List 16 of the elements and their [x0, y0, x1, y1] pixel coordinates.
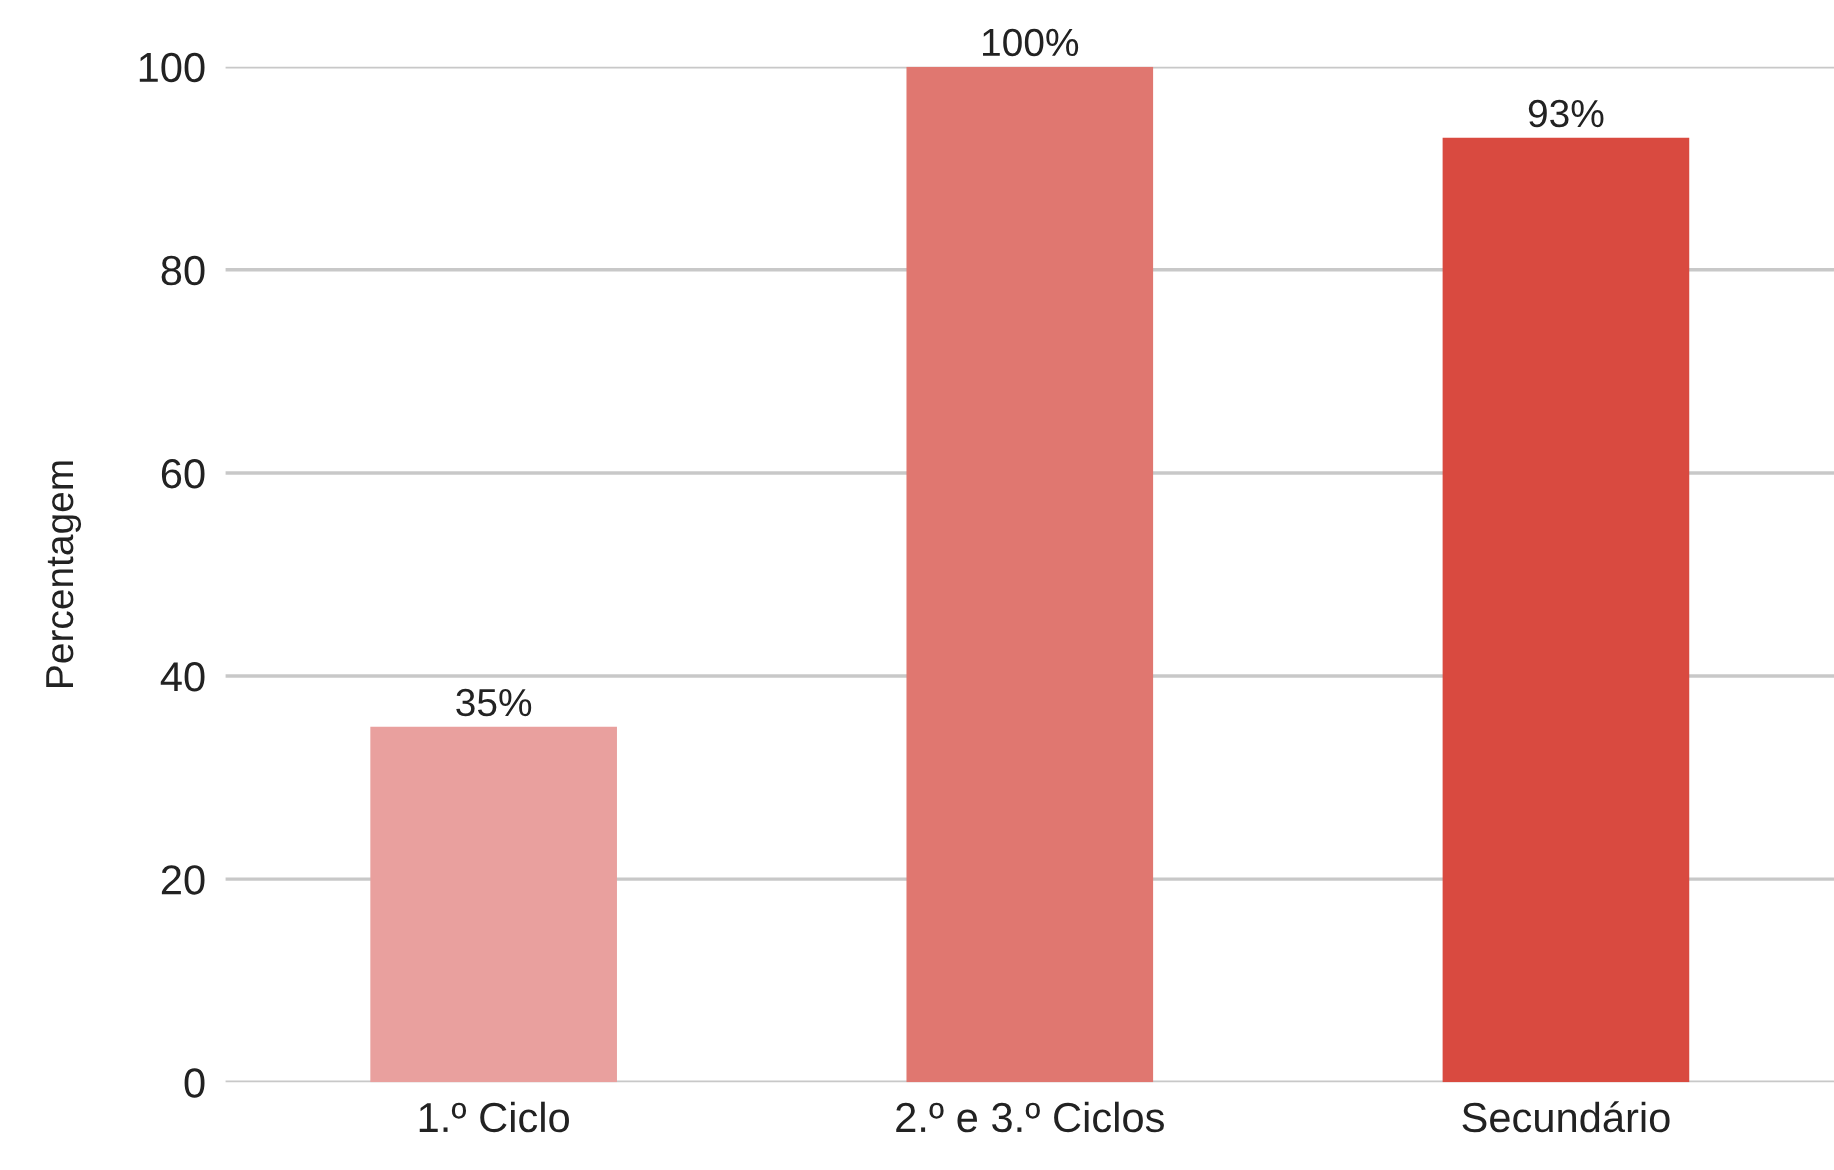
y-tick-label: 100 — [139, 52, 205, 83]
data-label: 93% — [1528, 99, 1604, 128]
x-tick-label: 1.º Ciclo — [419, 1101, 569, 1133]
y-axis-title: Percentagem — [46, 461, 82, 687]
y-tick-label: 40 — [160, 662, 205, 692]
bar — [370, 726, 617, 1083]
bar — [1442, 137, 1690, 1083]
x-tick-label: 2.º e 3.º Ciclos — [896, 1101, 1164, 1133]
bar — [906, 66, 1154, 1083]
data-label: 100% — [983, 28, 1079, 57]
y-tick-label: 60 — [161, 458, 205, 489]
data-label: 35% — [456, 688, 532, 717]
y-tick-label: 0 — [184, 1068, 205, 1098]
x-tick-label: Secundário — [1462, 1101, 1670, 1133]
y-tick-label: 20 — [161, 865, 205, 895]
y-tick-label: 80 — [161, 255, 205, 286]
